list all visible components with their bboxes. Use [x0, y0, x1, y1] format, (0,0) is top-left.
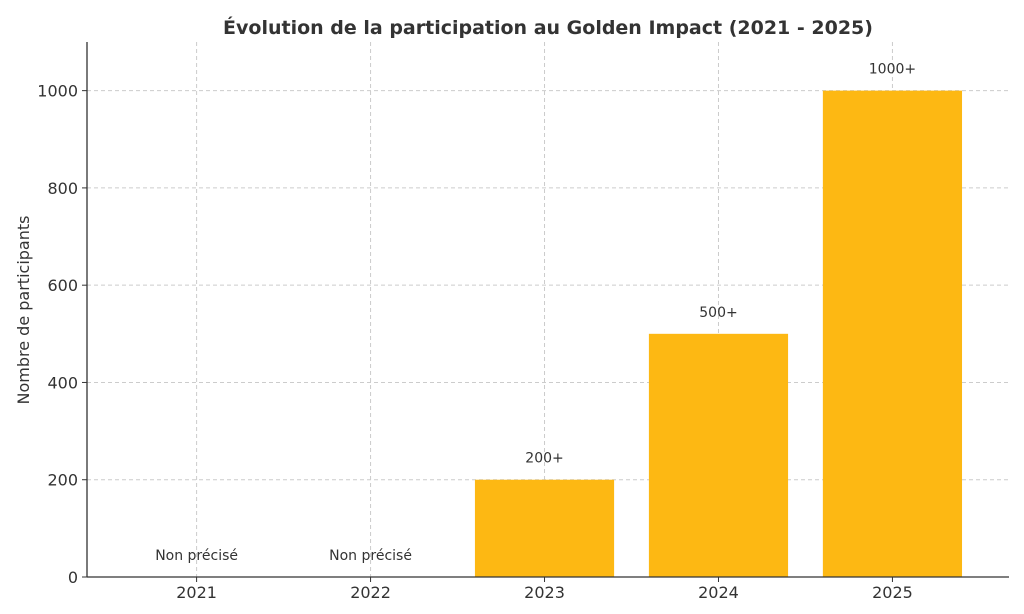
bar-2025	[822, 90, 963, 578]
y-tick-label: 400	[47, 373, 78, 392]
bar-2023	[474, 479, 615, 577]
data-label-2021: Non précisé	[155, 548, 238, 564]
bar-2024	[648, 333, 789, 577]
tick-labels: 0 200 400 600 800 1000 2021 2022 2023 2024 2025	[37, 82, 913, 602]
y-tick-label: 200	[47, 471, 78, 490]
bars	[474, 90, 963, 578]
y-tick-label: 1000	[37, 82, 78, 101]
data-label-2022: Non précisé	[329, 548, 412, 564]
chart-title: Évolution de la participation au Golden …	[223, 16, 873, 39]
y-axis-label: Nombre de participants	[14, 216, 33, 405]
y-tick-label: 0	[68, 568, 78, 587]
x-tick-label: 2024	[698, 583, 739, 602]
y-tick-label: 600	[47, 276, 78, 295]
x-tick-label: 2025	[872, 583, 913, 602]
x-tick-label: 2022	[350, 583, 391, 602]
y-tick-label: 800	[47, 179, 78, 198]
x-tick-label: 2023	[524, 583, 565, 602]
data-label-2024: 500+	[699, 305, 737, 321]
data-label-2023: 200+	[525, 451, 563, 467]
x-tick-label: 2021	[176, 583, 217, 602]
data-labels: Non précisé Non précisé 200+ 500+ 1000+	[155, 62, 916, 564]
data-label-2025: 1000+	[869, 62, 916, 78]
